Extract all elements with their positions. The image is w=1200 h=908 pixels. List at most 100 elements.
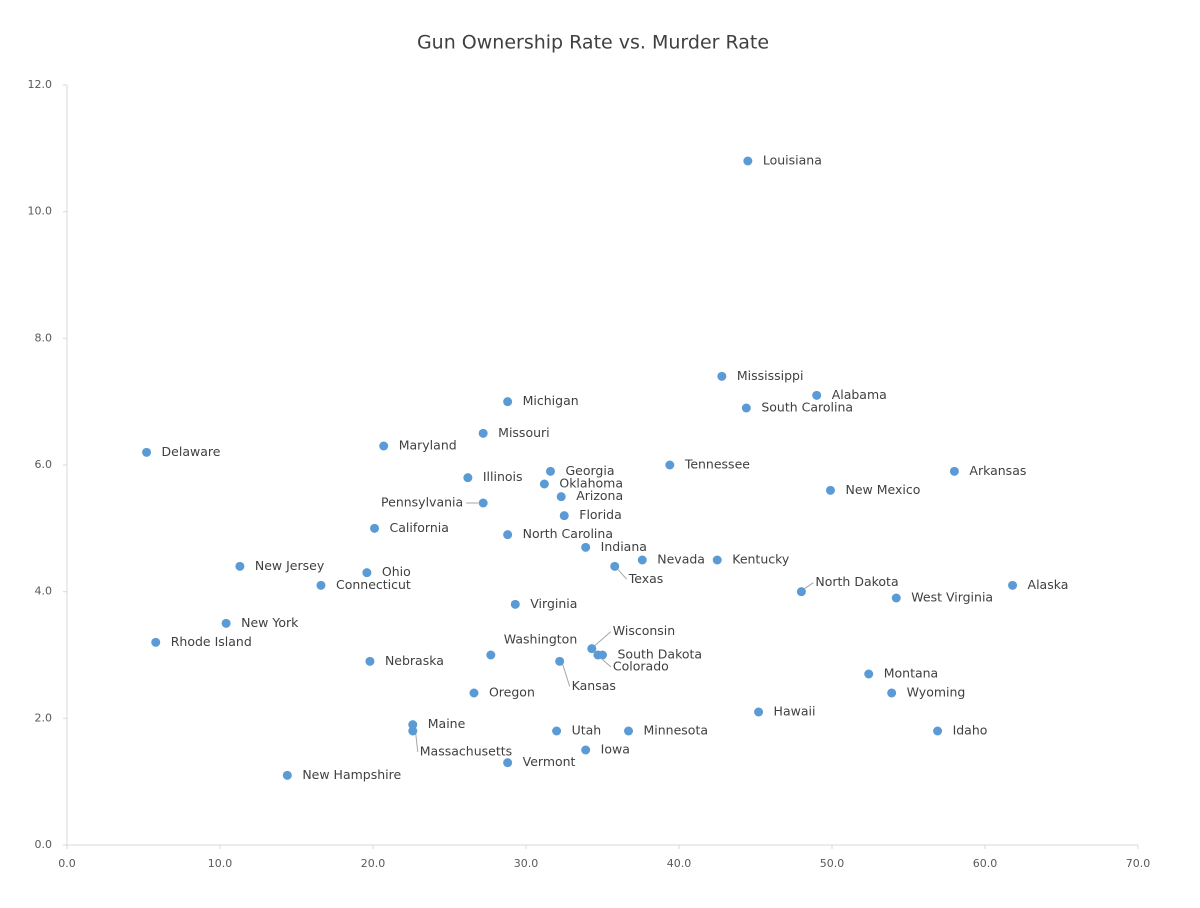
x-tick-label: 0.0	[58, 857, 76, 870]
point-label: Delaware	[162, 444, 221, 459]
point-label: Alabama	[832, 387, 887, 402]
point-label: Nevada	[657, 552, 705, 567]
point	[712, 555, 722, 565]
y-tick-label: 10.0	[28, 205, 53, 218]
point-label: New Hampshire	[302, 767, 401, 782]
point	[743, 156, 753, 166]
point	[717, 371, 727, 381]
point-label: California	[390, 520, 449, 535]
point	[556, 492, 566, 502]
point	[151, 637, 161, 647]
point	[637, 555, 647, 565]
point	[282, 770, 292, 780]
point-label: Mississippi	[737, 368, 804, 383]
point	[796, 587, 806, 597]
point-label: Oklahoma	[559, 476, 623, 491]
point	[825, 485, 835, 495]
point-label: Montana	[884, 666, 939, 681]
point-label: North Carolina	[523, 526, 613, 541]
point	[539, 479, 549, 489]
point	[587, 644, 597, 654]
point-label: Arkansas	[969, 463, 1026, 478]
point-label: Missouri	[498, 425, 549, 440]
point	[408, 726, 418, 736]
point-label: South Carolina	[761, 400, 853, 415]
point	[503, 397, 513, 407]
point-label: Colorado	[613, 659, 669, 674]
point-label: Maryland	[399, 438, 457, 453]
point-label: New Mexico	[845, 482, 920, 497]
point	[610, 561, 620, 571]
point-label: Arizona	[576, 488, 623, 503]
chart-title: Gun Ownership Rate vs. Murder Rate	[417, 32, 769, 54]
point	[503, 758, 513, 768]
point	[812, 390, 822, 400]
point-label: Pennsylvania	[381, 495, 463, 510]
point	[949, 466, 959, 476]
point-label: Oregon	[489, 685, 535, 700]
point	[486, 650, 496, 660]
y-tick-label: 0.0	[35, 838, 53, 851]
point-label: Minnesota	[644, 723, 709, 738]
point	[887, 688, 897, 698]
point-label: Iowa	[601, 742, 630, 757]
point-label: Massachusetts	[420, 744, 512, 759]
point	[864, 669, 874, 679]
x-tick-label: 40.0	[667, 857, 692, 870]
point	[754, 707, 764, 717]
point	[362, 568, 372, 578]
point-label: North Dakota	[815, 574, 898, 589]
point-label: Louisiana	[763, 153, 822, 168]
leader-line	[415, 733, 419, 753]
leader-line	[594, 631, 612, 647]
y-tick-label: 4.0	[35, 585, 53, 598]
point	[559, 511, 569, 521]
point	[552, 726, 562, 736]
y-tick-label: 6.0	[35, 458, 53, 471]
point-label: Illinois	[483, 469, 523, 484]
point-label: Idaho	[953, 723, 988, 738]
y-tick-label: 2.0	[35, 711, 53, 724]
point-label: Washington	[504, 632, 577, 647]
point-label: New York	[241, 615, 299, 630]
point	[665, 460, 675, 470]
x-tick-label: 70.0	[1126, 857, 1151, 870]
leader-line	[804, 582, 814, 590]
point-label: Alaska	[1028, 577, 1069, 592]
point-label: Georgia	[565, 463, 614, 478]
point-label: South Dakota	[618, 647, 703, 662]
point	[365, 656, 375, 666]
point-label: Wyoming	[907, 685, 966, 700]
point-label: Kansas	[572, 678, 616, 693]
point-label: West Virginia	[911, 590, 993, 605]
point-label: Maine	[428, 716, 466, 731]
point-label: Kentucky	[732, 552, 790, 567]
point	[235, 561, 245, 571]
point-label: Hawaii	[774, 704, 816, 719]
leader-line	[562, 664, 571, 687]
point	[555, 656, 565, 666]
point	[478, 428, 488, 438]
x-tick-label: 20.0	[361, 857, 386, 870]
point	[408, 720, 418, 730]
point	[221, 618, 231, 628]
x-tick-label: 60.0	[973, 857, 998, 870]
point-label: Ohio	[382, 564, 411, 579]
x-tick-label: 50.0	[820, 857, 845, 870]
point	[379, 441, 389, 451]
y-tick-label: 8.0	[35, 331, 53, 344]
x-tick-label: 30.0	[514, 857, 539, 870]
point	[545, 466, 555, 476]
y-tick-label: 12.0	[28, 78, 53, 91]
point	[370, 523, 380, 533]
point-label: Florida	[579, 507, 622, 522]
point	[581, 542, 591, 552]
point	[503, 530, 513, 540]
point	[142, 447, 152, 457]
point	[316, 580, 326, 590]
point-label: Texas	[628, 571, 664, 586]
point	[1008, 580, 1018, 590]
point-label: New Jersey	[255, 558, 325, 573]
